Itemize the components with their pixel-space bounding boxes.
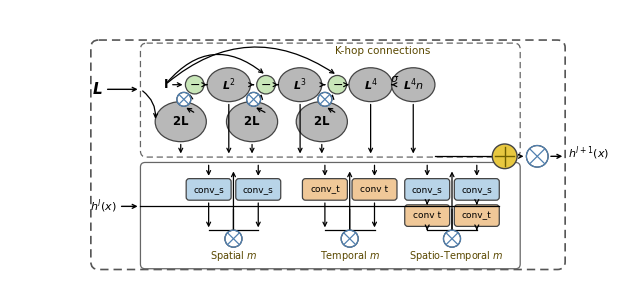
Text: $\boldsymbol{L}^2$: $\boldsymbol{L}^2$ (222, 76, 236, 93)
Text: $\sigma$: $\sigma$ (390, 74, 399, 83)
Circle shape (257, 75, 275, 94)
Text: $-$: $-$ (189, 78, 200, 91)
Text: conv_s: conv_s (412, 185, 443, 194)
Circle shape (526, 145, 548, 167)
FancyBboxPatch shape (303, 179, 348, 200)
Text: $\boldsymbol{L}^4$: $\boldsymbol{L}^4$ (364, 76, 378, 93)
Text: Spatial $m$: Spatial $m$ (210, 249, 257, 263)
Ellipse shape (278, 68, 322, 102)
Ellipse shape (227, 102, 278, 142)
Ellipse shape (296, 102, 348, 142)
Circle shape (177, 92, 191, 106)
FancyBboxPatch shape (454, 205, 499, 226)
Text: $\mathbf{2L}$: $\mathbf{2L}$ (243, 115, 260, 128)
Text: $\boldsymbol{L}^3$: $\boldsymbol{L}^3$ (293, 76, 307, 93)
FancyBboxPatch shape (140, 163, 520, 269)
Text: $-$: $-$ (332, 78, 343, 91)
Circle shape (225, 230, 242, 247)
Text: K-hop connections: K-hop connections (335, 46, 430, 56)
Text: $\boldsymbol{L}^4n$: $\boldsymbol{L}^4n$ (403, 76, 424, 93)
Text: conv_s: conv_s (243, 185, 274, 194)
Text: $\mathbf{2L}$: $\mathbf{2L}$ (172, 115, 189, 128)
FancyBboxPatch shape (140, 43, 520, 157)
Circle shape (444, 230, 461, 247)
Circle shape (492, 144, 517, 168)
Circle shape (318, 92, 332, 106)
FancyBboxPatch shape (91, 40, 565, 270)
Text: conv t: conv t (360, 185, 388, 194)
Text: conv_t: conv_t (310, 185, 340, 194)
Ellipse shape (349, 68, 392, 102)
Text: conv_t: conv_t (462, 211, 492, 220)
Circle shape (186, 75, 204, 94)
Text: $\mathbf{2L}$: $\mathbf{2L}$ (313, 115, 330, 128)
Circle shape (328, 75, 347, 94)
FancyBboxPatch shape (186, 179, 231, 200)
FancyBboxPatch shape (352, 179, 397, 200)
Circle shape (341, 230, 358, 247)
Text: Spatio-Temporal $m$: Spatio-Temporal $m$ (408, 249, 503, 263)
FancyBboxPatch shape (404, 179, 450, 200)
FancyBboxPatch shape (404, 205, 450, 226)
Ellipse shape (155, 102, 206, 142)
Text: $h^{l+1}(x)$: $h^{l+1}(x)$ (568, 144, 609, 162)
Text: conv_s: conv_s (193, 185, 224, 194)
Text: conv_s: conv_s (461, 185, 492, 194)
Ellipse shape (392, 68, 435, 102)
Ellipse shape (207, 68, 250, 102)
FancyBboxPatch shape (454, 179, 499, 200)
Text: Temporal $m$: Temporal $m$ (319, 249, 380, 263)
Circle shape (246, 92, 260, 106)
Text: $\mathbf{I}$: $\mathbf{I}$ (163, 78, 168, 91)
Text: conv t: conv t (413, 211, 441, 220)
FancyBboxPatch shape (236, 179, 281, 200)
Text: $-$: $-$ (260, 78, 271, 91)
Text: $h^l(x)$: $h^l(x)$ (90, 197, 116, 215)
Text: $\boldsymbol{L}$: $\boldsymbol{L}$ (92, 81, 102, 97)
